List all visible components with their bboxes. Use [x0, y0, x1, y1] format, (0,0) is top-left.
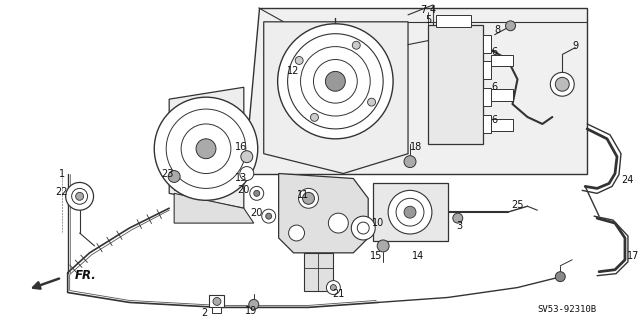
Bar	[483, 115, 491, 133]
Circle shape	[262, 209, 276, 223]
Text: 9: 9	[572, 41, 579, 51]
Circle shape	[298, 189, 319, 208]
Bar	[428, 25, 483, 144]
Circle shape	[330, 285, 337, 291]
Circle shape	[66, 182, 93, 210]
Text: 21: 21	[332, 288, 344, 299]
Bar	[491, 89, 513, 101]
Bar	[373, 183, 448, 241]
Circle shape	[213, 298, 221, 305]
Text: 2: 2	[201, 308, 207, 318]
Text: 4: 4	[430, 5, 436, 15]
Bar	[491, 55, 513, 66]
Circle shape	[367, 98, 376, 106]
Text: FR.: FR.	[75, 269, 97, 282]
Circle shape	[556, 77, 569, 91]
Text: 1: 1	[59, 168, 65, 179]
Text: 24: 24	[621, 175, 633, 185]
Polygon shape	[278, 174, 368, 253]
Circle shape	[377, 240, 389, 252]
Circle shape	[404, 156, 416, 167]
Text: 12: 12	[287, 66, 300, 76]
Circle shape	[249, 300, 259, 309]
Circle shape	[168, 171, 180, 182]
Circle shape	[240, 167, 254, 181]
Circle shape	[506, 21, 515, 31]
Circle shape	[352, 41, 360, 49]
Polygon shape	[169, 87, 244, 208]
Bar	[483, 62, 491, 79]
Circle shape	[154, 97, 258, 200]
Bar	[491, 119, 513, 131]
Text: 6: 6	[492, 47, 498, 56]
Circle shape	[550, 72, 574, 96]
Circle shape	[556, 272, 565, 282]
Circle shape	[250, 186, 264, 200]
Text: 20: 20	[237, 185, 250, 195]
Circle shape	[357, 222, 369, 234]
Text: 18: 18	[410, 142, 422, 152]
Text: 3: 3	[457, 221, 463, 231]
Circle shape	[396, 198, 424, 226]
Text: 6: 6	[492, 82, 498, 92]
Circle shape	[196, 139, 216, 159]
Polygon shape	[264, 22, 408, 174]
Circle shape	[72, 189, 88, 204]
Text: 8: 8	[495, 25, 500, 35]
Circle shape	[278, 24, 393, 139]
Text: 15: 15	[370, 251, 382, 261]
Bar	[209, 295, 224, 308]
Text: 5: 5	[425, 15, 431, 25]
Polygon shape	[174, 193, 254, 223]
Circle shape	[351, 216, 375, 240]
Text: 11: 11	[298, 190, 310, 200]
Bar	[212, 308, 221, 313]
Circle shape	[166, 109, 246, 189]
Circle shape	[287, 34, 383, 129]
Circle shape	[326, 281, 340, 294]
Circle shape	[289, 225, 305, 241]
Circle shape	[76, 192, 84, 200]
Text: 19: 19	[244, 306, 257, 316]
Text: 7: 7	[420, 5, 426, 15]
Circle shape	[328, 213, 348, 233]
Text: 22: 22	[56, 187, 68, 197]
Circle shape	[241, 151, 253, 163]
Circle shape	[388, 190, 432, 234]
Circle shape	[254, 190, 260, 196]
Text: 10: 10	[372, 218, 384, 228]
Text: 25: 25	[511, 200, 524, 210]
Polygon shape	[244, 8, 587, 174]
Bar	[483, 35, 491, 53]
Circle shape	[295, 56, 303, 64]
Text: 14: 14	[412, 251, 424, 261]
Circle shape	[325, 71, 346, 91]
Bar	[483, 88, 491, 106]
Circle shape	[314, 60, 357, 103]
Text: SV53-92310B: SV53-92310B	[538, 305, 597, 314]
Circle shape	[303, 192, 314, 204]
Text: 6: 6	[492, 115, 498, 125]
Text: 13: 13	[235, 174, 247, 183]
Text: 16: 16	[235, 142, 247, 152]
Circle shape	[181, 124, 231, 174]
Text: 20: 20	[251, 208, 263, 218]
Circle shape	[310, 114, 319, 121]
Text: 23: 23	[161, 168, 173, 179]
Circle shape	[301, 47, 370, 116]
Circle shape	[266, 213, 272, 219]
Circle shape	[404, 206, 416, 218]
Circle shape	[453, 213, 463, 223]
Text: 17: 17	[627, 251, 639, 261]
Bar	[436, 15, 470, 27]
Bar	[303, 253, 333, 291]
